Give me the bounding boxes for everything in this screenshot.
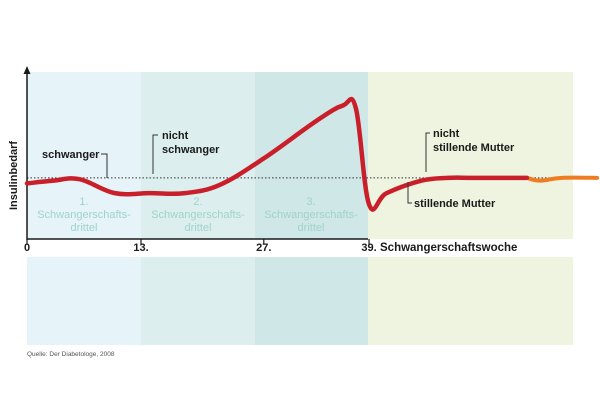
y-axis-label: Insulinbedarf [8, 141, 20, 210]
x-tick-label: 13. [133, 242, 148, 254]
annotation-nicht-stillend-1: nicht [433, 128, 460, 140]
svg-text:Schwangerschafts-: Schwangerschafts- [151, 209, 245, 221]
y-axis-arrow-icon [23, 66, 31, 74]
band-trimester-1-lower [27, 257, 141, 345]
trimester-label-3: 3. Schwangerschafts- drittel [264, 196, 358, 234]
annotation-nicht-schwanger-2: schwanger [162, 144, 220, 156]
x-tick-label: 39. [361, 242, 376, 254]
annotation-stillend-leader [407, 182, 412, 204]
svg-text:Schwangerschafts-: Schwangerschafts- [37, 209, 131, 221]
band-trimester-2-lower [141, 257, 255, 345]
series-line-stillende-mutter [524, 175, 600, 183]
trimester-label-2: 2. Schwangerschafts- drittel [151, 196, 245, 234]
svg-text:1.: 1. [79, 196, 88, 208]
band-postpartum [368, 72, 573, 239]
annotation-nicht-schwanger-leader [152, 134, 158, 174]
svg-text:2.: 2. [193, 196, 202, 208]
band-postpartum-lower [368, 257, 573, 345]
band-trimester-3-lower [255, 257, 368, 345]
annotation-nicht-stillend-2: stillende Mutter [433, 142, 515, 154]
svg-text:3.: 3. [306, 196, 315, 208]
x-tick-label: 27. [256, 242, 271, 254]
annotation-schwanger: schwanger [42, 149, 100, 161]
svg-text:drittel: drittel [185, 222, 212, 234]
x-ticks: 0 13. 27. 39. [24, 239, 377, 254]
band-trimester-1 [27, 72, 141, 239]
x-axis-label: Schwangerschaftswoche [380, 242, 517, 254]
x-tick-label: 0 [24, 242, 30, 254]
trimester-label-1: 1. Schwangerschafts- drittel [37, 196, 131, 234]
series-line-nicht-stillende-mutter [24, 96, 530, 212]
annotation-nicht-schwanger-1: nicht [162, 130, 189, 142]
annotation-nicht-stillend-leader [425, 132, 430, 172]
annotation-schwanger-leader [101, 153, 108, 178]
svg-text:drittel: drittel [298, 222, 325, 234]
svg-text:Schwangerschafts-: Schwangerschafts- [264, 209, 358, 221]
svg-text:drittel: drittel [71, 222, 98, 234]
annotation-stillend: stillende Mutter [414, 198, 496, 210]
source-note: Quelle: Der Diabetologe, 2008 [27, 351, 115, 358]
band-trimester-2 [141, 72, 255, 239]
